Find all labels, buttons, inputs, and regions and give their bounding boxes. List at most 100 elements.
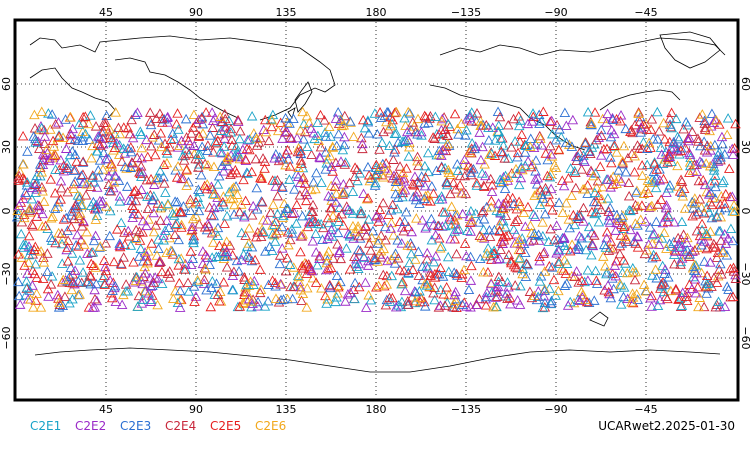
occultation-point-C2E3 bbox=[281, 203, 292, 213]
occultation-point-C2E6 bbox=[25, 294, 36, 304]
occultation-point-C2E4 bbox=[481, 119, 492, 130]
occultation-point-C2E5 bbox=[282, 252, 293, 263]
occultation-point-C2E3 bbox=[72, 135, 84, 146]
occultation-point-C2E4 bbox=[585, 148, 596, 158]
occultation-point-C2E3 bbox=[460, 130, 471, 140]
occultation-point-C2E4 bbox=[500, 210, 512, 220]
lon-label: 45 bbox=[99, 403, 113, 416]
occultation-point-C2E4 bbox=[86, 247, 97, 258]
occultation-point-C2E4 bbox=[42, 248, 53, 258]
occultation-point-C2E6 bbox=[23, 257, 34, 267]
occultation-point-C2E4 bbox=[319, 115, 330, 125]
occultation-point-C2E2 bbox=[501, 288, 513, 298]
occultation-point-C2E1 bbox=[419, 160, 431, 171]
occultation-point-C2E2 bbox=[610, 270, 622, 281]
occultation-point-C2E2 bbox=[449, 289, 460, 300]
occultation-point-C2E3 bbox=[49, 203, 61, 213]
occultation-point-C2E2 bbox=[558, 232, 570, 242]
occultation-point-C2E2 bbox=[206, 107, 218, 117]
occultation-point-C2E5 bbox=[371, 281, 382, 292]
occultation-point-C2E2 bbox=[114, 190, 126, 201]
occultation-point-C2E1 bbox=[310, 228, 322, 238]
occultation-point-C2E4 bbox=[670, 285, 682, 295]
occultation-point-C2E4 bbox=[50, 118, 61, 129]
occultation-point-C2E5 bbox=[114, 241, 126, 252]
occultation-point-C2E5 bbox=[122, 122, 134, 133]
occultation-point-C2E5 bbox=[106, 158, 117, 169]
occultation-point-C2E4 bbox=[68, 213, 80, 224]
occultation-point-C2E6 bbox=[614, 279, 626, 289]
lat-label: 60 bbox=[739, 77, 750, 91]
occultation-point-C2E3 bbox=[530, 155, 542, 165]
occultation-point-C2E1 bbox=[476, 168, 488, 178]
occultation-point-C2E3 bbox=[11, 211, 23, 222]
occultation-point-C2E4 bbox=[89, 293, 101, 304]
occultation-point-C2E1 bbox=[158, 234, 169, 245]
occultation-point-C2E2 bbox=[486, 186, 498, 196]
occultation-point-C2E2 bbox=[348, 233, 359, 243]
lon-label: 90 bbox=[189, 403, 203, 416]
occultation-point-C2E6 bbox=[327, 142, 339, 152]
occultation-point-C2E4 bbox=[412, 176, 423, 187]
occultation-point-C2E5 bbox=[155, 128, 167, 138]
occultation-point-C2E4 bbox=[439, 300, 451, 310]
occultation-point-C2E2 bbox=[699, 236, 710, 246]
occultation-point-C2E3 bbox=[426, 181, 438, 191]
occultation-point-C2E5 bbox=[379, 280, 390, 291]
occultation-point-C2E4 bbox=[708, 238, 720, 249]
occultation-point-C2E4 bbox=[512, 262, 523, 273]
occultation-point-C2E1 bbox=[534, 276, 546, 286]
occultation-point-C2E6 bbox=[658, 117, 669, 128]
occultation-point-C2E2 bbox=[262, 215, 273, 225]
occultation-point-C2E1 bbox=[120, 286, 132, 296]
occultation-point-C2E6 bbox=[225, 193, 237, 204]
occultation-point-C2E1 bbox=[244, 134, 255, 144]
occultation-point-C2E6 bbox=[689, 259, 700, 270]
lon-label: 90 bbox=[189, 6, 203, 19]
occultation-point-C2E1 bbox=[355, 205, 367, 216]
occultation-point-C2E3 bbox=[706, 212, 718, 223]
occultation-point-C2E6 bbox=[110, 107, 121, 117]
occultation-point-C2E3 bbox=[419, 193, 430, 204]
occultation-point-C2E5 bbox=[702, 230, 713, 241]
occultation-point-C2E5 bbox=[434, 233, 445, 243]
occultation-point-C2E4 bbox=[499, 153, 510, 163]
occultation-point-C2E6 bbox=[647, 177, 658, 187]
occultation-point-C2E1 bbox=[333, 216, 344, 226]
occultation-point-C2E1 bbox=[396, 278, 407, 289]
occultation-point-C2E1 bbox=[223, 186, 235, 197]
occultation-point-C2E5 bbox=[601, 143, 613, 154]
occultation-point-C2E6 bbox=[76, 200, 88, 210]
occultation-point-C2E1 bbox=[365, 294, 377, 305]
occultation-point-C2E5 bbox=[156, 266, 168, 277]
occultation-point-C2E4 bbox=[378, 126, 389, 137]
occultation-point-C2E1 bbox=[321, 298, 332, 308]
bottom-lon-labels: 45 90 135 180 −135 −90 −45 bbox=[99, 403, 658, 416]
occultation-point-C2E3 bbox=[680, 116, 692, 127]
occultation-point-C2E5 bbox=[603, 286, 615, 297]
occultation-point-C2E2 bbox=[653, 239, 665, 249]
occultation-point-C2E1 bbox=[154, 165, 166, 176]
occultation-point-C2E3 bbox=[211, 278, 222, 288]
occultation-point-C2E3 bbox=[632, 220, 643, 230]
occultation-point-C2E6 bbox=[517, 268, 528, 279]
occultation-point-C2E1 bbox=[663, 211, 674, 222]
occultation-point-C2E5 bbox=[593, 190, 604, 201]
occultation-point-C2E3 bbox=[372, 238, 384, 248]
occultation-point-C2E4 bbox=[476, 207, 488, 217]
occultation-point-C2E3 bbox=[613, 165, 624, 175]
occultation-point-C2E5 bbox=[655, 194, 667, 204]
occultation-point-C2E3 bbox=[93, 164, 104, 175]
occultation-point-C2E3 bbox=[196, 169, 207, 180]
occultation-point-C2E1 bbox=[286, 224, 298, 234]
occultation-point-C2E3 bbox=[554, 124, 565, 134]
occultation-point-C2E6 bbox=[696, 267, 707, 278]
occultation-point-C2E5 bbox=[459, 238, 471, 248]
occultation-point-C2E2 bbox=[334, 245, 345, 256]
occultation-point-C2E2 bbox=[615, 176, 627, 186]
occultation-point-C2E2 bbox=[582, 275, 594, 285]
occultation-point-C2E1 bbox=[537, 230, 549, 241]
occultation-point-C2E6 bbox=[31, 288, 42, 298]
occultation-point-C2E1 bbox=[218, 141, 230, 151]
occultation-point-C2E1 bbox=[173, 124, 184, 134]
